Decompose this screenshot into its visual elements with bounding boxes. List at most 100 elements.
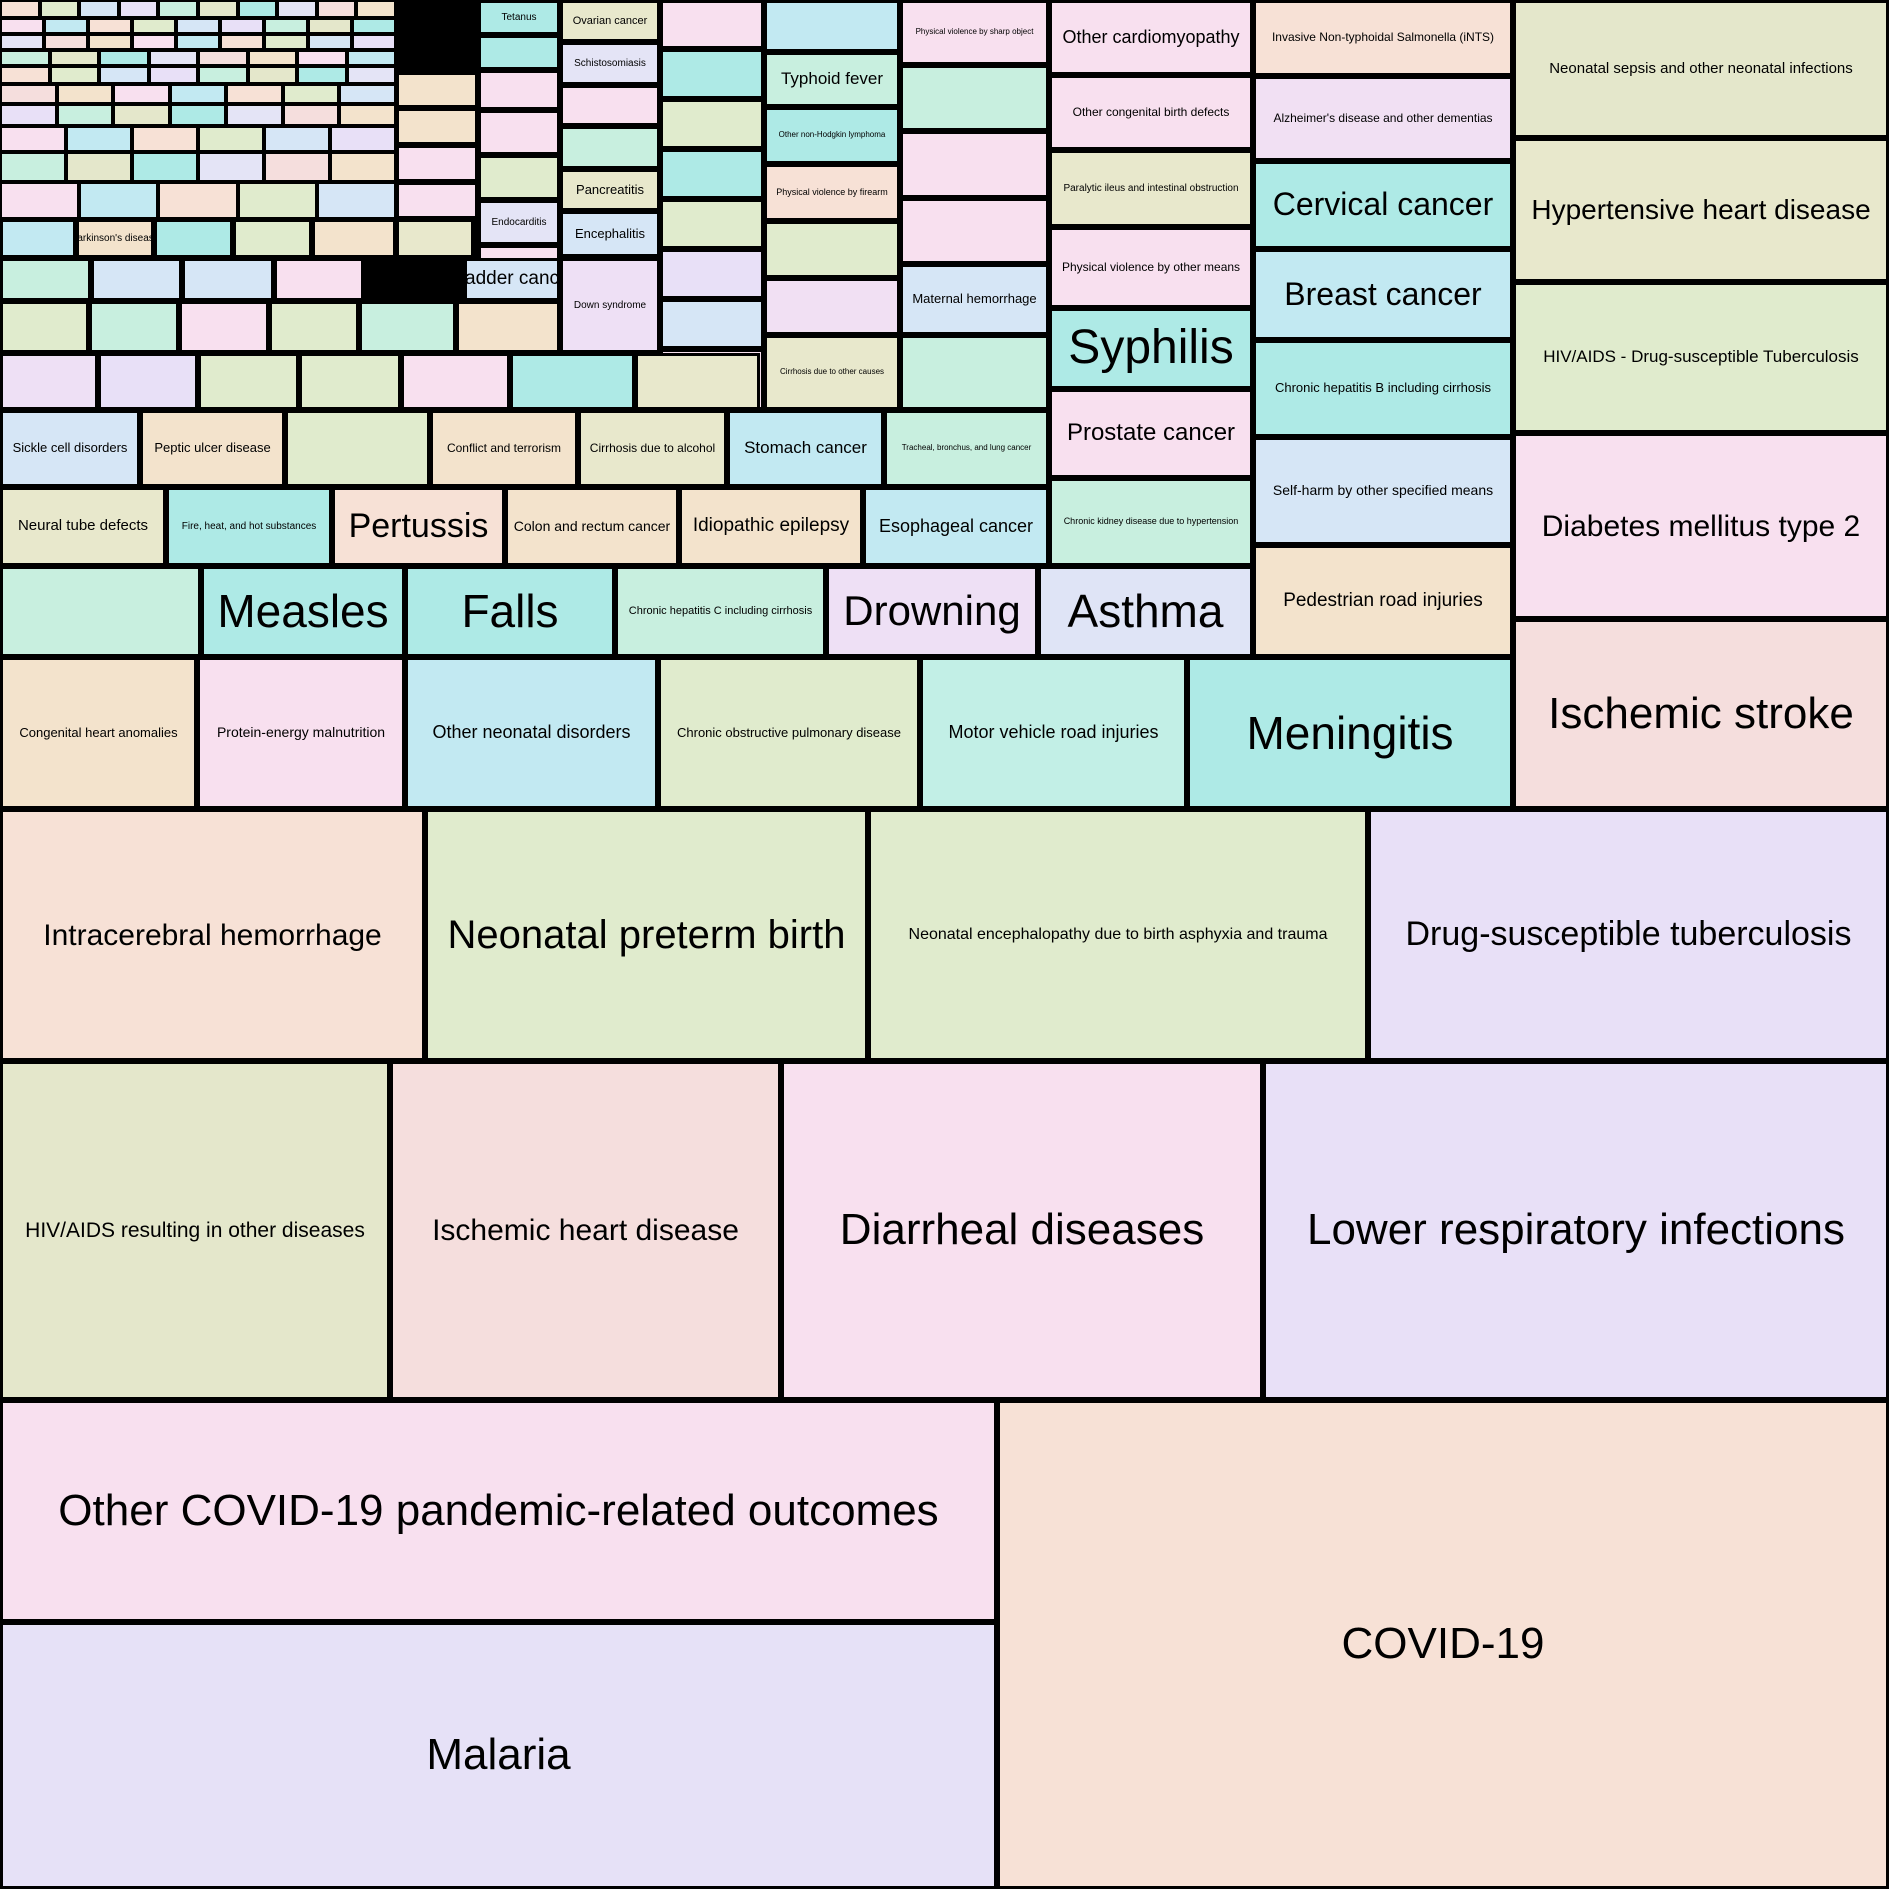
tile-small-1-8: [352, 18, 396, 34]
tile-label: Other COVID-19 pandemic-related outcomes: [58, 1485, 939, 1535]
tile-motor-vehicle-road-injuries: Motor vehicle road injuries: [920, 657, 1187, 809]
tile-ischemic-heart-disease: Ischemic heart disease: [390, 1061, 781, 1400]
tile-unlabeled-58: [900, 131, 1049, 198]
tile-label: Chronic obstructive pulmonary disease: [677, 724, 901, 740]
tile-small-5-0: [0, 84, 57, 104]
tile-bladder-cancer: Bladder cancer: [464, 258, 560, 301]
tile-small-7-0: [0, 126, 66, 152]
tile-label: HIV/AIDS resulting in other diseases: [25, 1218, 365, 1242]
tile-unlabeled-88: [478, 70, 560, 110]
tile-small-4-3: [148, 66, 198, 84]
tile-small-9-2: [158, 182, 238, 219]
tile-small-0-6: [237, 0, 278, 18]
tile-unlabeled-78: [560, 126, 660, 169]
tile-unlabeled-34: [0, 566, 201, 657]
tile-small-9-4: [316, 182, 396, 219]
tile-cervical-cancer: Cervical cancer: [1253, 161, 1513, 249]
tile-small-8-3: [198, 152, 264, 182]
tile-small-0-8: [316, 0, 357, 18]
tile-label: Alzheimer's disease and other dementias: [1273, 110, 1493, 125]
tile-small-2-0: [0, 34, 44, 50]
tile-encephalitis: Encephalitis: [560, 211, 660, 257]
tile-label: Congenital heart anomalies: [19, 724, 178, 740]
tile-unlabeled-52: [285, 410, 430, 487]
tile-small-1-2: [88, 18, 132, 34]
tile-unlabeled-106: [456, 301, 560, 353]
tile-neonatal-preterm-birth: Neonatal preterm birth: [425, 809, 868, 1061]
tile-unlabeled-113: [182, 258, 274, 301]
tile-small-7-5: [330, 126, 396, 152]
tile-lower-respiratory-infections: Lower respiratory infections: [1263, 1061, 1889, 1400]
tile-label: Idiopathic epilepsy: [692, 515, 850, 537]
tile-physical-violence-by-other-means: Physical violence by other means: [1049, 227, 1253, 308]
tile-small-3-7: [346, 50, 396, 66]
tile-self-harm-by-other-specified-means: Self-harm by other specified means: [1253, 437, 1513, 545]
tile-unlabeled-67: [764, 0, 900, 52]
tile-small-4-5: [247, 66, 297, 84]
tile-small-0-9: [356, 0, 396, 18]
tile-label: Chronic hepatitis C including cirrhosis: [628, 605, 813, 618]
tile-unlabeled-108: [269, 301, 359, 353]
tile-other-neonatal-disorders: Other neonatal disorders: [405, 657, 658, 809]
tile-small-1-3: [132, 18, 176, 34]
tile-unlabeled-73: [660, 99, 764, 149]
tile-label: Colon and rectum cancer: [513, 517, 671, 534]
tile-small-3-0: [0, 50, 50, 66]
tile-small-5-4: [226, 84, 283, 104]
tile-small-4-2: [99, 66, 149, 84]
tile-label: Endocarditis: [491, 217, 547, 228]
tile-congenital-heart-anomalies: Congenital heart anomalies: [0, 657, 197, 809]
tile-label: Meningitis: [1246, 706, 1454, 759]
tile-label: Diabetes mellitus type 2: [1541, 509, 1861, 543]
tile-drug-susceptible-tuberculosis: Drug-susceptible tuberculosis: [1368, 809, 1889, 1061]
tile-unlabeled-114: [91, 258, 182, 301]
tile-asthma: Asthma: [1038, 566, 1253, 657]
tile-small-1-1: [44, 18, 88, 34]
tile-small-3-4: [198, 50, 248, 66]
tile-tracheal-bronchus-and-lung-cancer: Tracheal, bronchus, and lung cancer: [884, 410, 1049, 487]
tile-other-covid-19-pandemic-related-outcomes: Other COVID-19 pandemic-related outcomes: [0, 1400, 997, 1622]
tile-chronic-hepatitis-b-including-cirrhosis: Chronic hepatitis B including cirrhosis: [1253, 340, 1513, 437]
tile-small-7-1: [66, 126, 132, 152]
tile-unlabeled-55: [900, 335, 1049, 410]
tile-label: Breast cancer: [1284, 275, 1482, 312]
tile-unlabeled-93: [312, 219, 396, 258]
tile-label: Cervical cancer: [1272, 186, 1494, 223]
tile-unlabeled-71: [660, 199, 764, 249]
tile-esophageal-cancer: Esophageal cancer: [863, 487, 1049, 566]
tile-small-6-4: [226, 104, 283, 126]
tile-fire-heat-and-hot-substances: Fire, heat, and hot substances: [166, 487, 332, 566]
tile-cirrhosis-due-to-alcohol: Cirrhosis due to alcohol: [578, 410, 727, 487]
tile-unlabeled-100: [198, 353, 299, 410]
tile-unlabeled-59: [900, 65, 1049, 131]
tile-unlabeled-119: [396, 72, 478, 108]
tile-other-congenital-birth-defects: Other congenital birth defects: [1049, 75, 1253, 150]
tile-label: Drug-susceptible tuberculosis: [1405, 915, 1852, 954]
tile-unlabeled-112: [274, 258, 364, 301]
tile-down-syndrome: Down syndrome: [560, 258, 660, 353]
tile-drowning: Drowning: [826, 566, 1038, 657]
tile-label: Other cardiomyopathy: [1062, 26, 1240, 47]
tile-label: Schistosomiasis: [574, 58, 646, 69]
tile-unlabeled-98: [0, 353, 98, 410]
tile-label: Pertussis: [348, 506, 489, 545]
tile-small-9-0: [0, 182, 80, 219]
tile-small-7-3: [198, 126, 264, 152]
tile-label: Drowning: [843, 587, 1021, 635]
tile-label: Other congenital birth defects: [1072, 104, 1230, 119]
tile-small-3-1: [49, 50, 99, 66]
tile-schistosomiasis: Schistosomiasis: [560, 42, 660, 85]
tile-hiv-aids-drug-susceptible-tuberculosis: HIV/AIDS - Drug-susceptible Tuberculosis: [1513, 282, 1889, 433]
tile-chronic-hepatitis-c-including-cirrhosis: Chronic hepatitis C including cirrhosis: [615, 566, 826, 657]
tile-label: Stomach cancer: [744, 438, 867, 458]
tile-unlabeled-116: [396, 182, 478, 219]
tile-small-2-1: [44, 34, 88, 50]
tile-label: Conflict and terrorism: [446, 440, 562, 455]
tile-unlabeled-87: [478, 110, 560, 155]
tile-small-5-3: [169, 84, 227, 104]
tile-label: Paralytic ileus and intestinal obstructi…: [1063, 183, 1239, 194]
tile-cirrhosis-due-to-other-causes: Cirrhosis due to other causes: [764, 335, 900, 410]
tile-small-8-0: [0, 152, 66, 182]
tile-label: Chronic kidney disease due to hypertensi…: [1063, 516, 1239, 527]
